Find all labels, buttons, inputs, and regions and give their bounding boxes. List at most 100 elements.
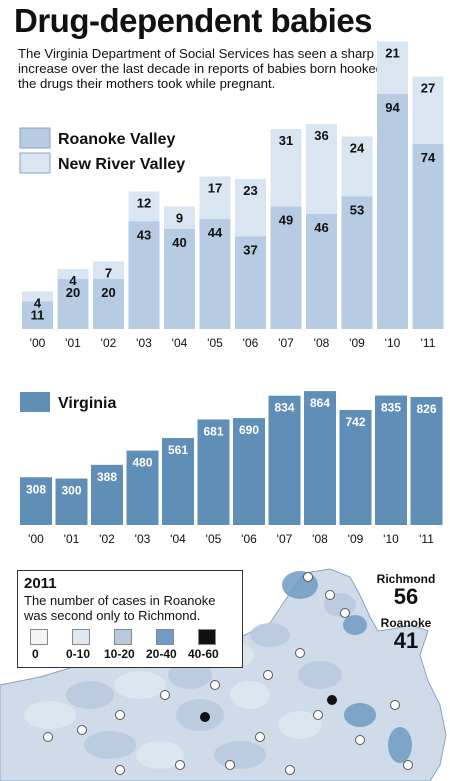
scale-label-4: 40-60 [188, 647, 219, 661]
bar-virginia-5 [197, 419, 230, 525]
bar-newriver-6 [235, 179, 266, 237]
xtick-chart2-7: '07 [277, 532, 293, 546]
bar-virginia-6 [233, 418, 265, 525]
bar-roanoke-1 [57, 279, 89, 329]
label-virginia-2: 388 [97, 470, 117, 484]
xtick-chart1-6: '06 [243, 336, 259, 350]
county-patch-6 [114, 671, 166, 699]
xtick-chart1-0: '00 [30, 336, 46, 350]
label-newriver-4: 9 [176, 211, 183, 226]
roanoke-label: Roanoke [380, 616, 432, 630]
label-virginia-6: 690 [239, 423, 259, 437]
xtick-chart2-5: '05 [206, 532, 222, 546]
label-newriver-0: 4 [34, 296, 42, 311]
regional-stacked-bar-chart: 114'00204'01207'024312'03409'044417'0537… [19, 41, 444, 350]
county-patch-16 [136, 741, 184, 769]
xtick-chart1-4: '04 [172, 336, 188, 350]
bar-roanoke-3 [128, 221, 160, 329]
legend-label-virginia: Virginia [58, 395, 116, 412]
xtick-chart1-1: '01 [65, 336, 81, 350]
label-newriver-2: 7 [105, 266, 112, 281]
bar-roanoke-7 [270, 206, 302, 329]
bar-newriver-7 [270, 129, 302, 207]
county-patch-14 [278, 711, 322, 739]
label-virginia-11: 826 [416, 402, 436, 416]
bar-newriver-4 [164, 206, 195, 229]
xtick-chart1-3: '03 [136, 336, 152, 350]
scale-label-2: 10-20 [104, 647, 135, 661]
xtick-chart2-11: '11 [419, 532, 434, 546]
xtick-chart2-2: '02 [99, 532, 115, 546]
scale-swatch-4 [198, 629, 216, 645]
city-dot-16 [115, 765, 125, 775]
label-roanoke-8: 46 [314, 220, 328, 235]
map-note: The number of cases in Roanoke was secon… [24, 593, 216, 623]
city-dot-13 [390, 700, 400, 710]
label-newriver-8: 36 [314, 128, 328, 143]
bar-roanoke-11 [412, 144, 444, 329]
city-dot-4 [263, 670, 273, 680]
label-newriver-7: 31 [279, 133, 293, 148]
richmond-label: Richmond [376, 572, 436, 586]
xtick-chart2-9: '09 [348, 532, 364, 546]
bar-newriver-1 [57, 269, 89, 279]
legend-label-roanoke: Roanoke Valley [58, 131, 175, 148]
label-roanoke-7: 49 [279, 213, 293, 228]
bar-roanoke-0 [22, 301, 53, 329]
city-dot-8 [77, 725, 87, 735]
xtick-chart2-0: '00 [28, 532, 44, 546]
label-newriver-10: 21 [385, 46, 399, 61]
label-roanoke-11: 74 [421, 150, 436, 165]
bar-roanoke-4 [164, 229, 195, 329]
bar-virginia-1 [55, 478, 88, 525]
legend-swatch-newriver [19, 152, 51, 174]
county-patch-11 [298, 661, 342, 689]
label-roanoke-2: 20 [101, 285, 115, 300]
bar-virginia-9 [339, 409, 372, 525]
city-dot-15 [175, 760, 185, 770]
richmond-callout: Richmond 56 [376, 572, 436, 608]
label-virginia-3: 480 [132, 456, 152, 470]
bar-newriver-9 [341, 136, 373, 197]
city-dot-9 [43, 732, 53, 742]
county-patch-7 [66, 681, 114, 709]
bar-roanoke-5 [199, 219, 231, 329]
roanoke-value: 41 [393, 628, 419, 653]
city-dot-6 [160, 690, 170, 700]
bar-newriver-0 [22, 291, 53, 302]
city-dot-18 [285, 765, 295, 775]
bar-roanoke-9 [341, 196, 373, 329]
label-virginia-7: 834 [274, 401, 294, 415]
map-year: 2011 [24, 575, 57, 592]
label-roanoke-10: 94 [385, 100, 400, 115]
xtick-chart1-9: '09 [349, 336, 365, 350]
bar-newriver-3 [128, 191, 160, 222]
bar-newriver-5 [199, 176, 231, 219]
bar-roanoke-6 [235, 236, 266, 329]
xtick-chart2-8: '08 [312, 532, 328, 546]
county-patch-5 [168, 661, 212, 689]
scale-label-3: 20-40 [146, 647, 177, 661]
bar-virginia-0 [20, 477, 52, 525]
xtick-chart1-11: '11 [421, 336, 436, 350]
xtick-chart2-1: '01 [64, 532, 80, 546]
scale-swatch-2 [114, 629, 132, 645]
intro-text: The Virginia Department of Social Servic… [18, 46, 402, 91]
city-dot-17 [225, 760, 235, 770]
bar-virginia-8 [304, 391, 336, 525]
city-dot-0 [303, 572, 313, 582]
label-virginia-8: 864 [310, 396, 330, 410]
richmond-value: 56 [393, 584, 419, 609]
map-legend-box: 2011 The number of cases in Roanoke was … [17, 570, 243, 668]
bar-newriver-10 [377, 41, 408, 94]
label-roanoke-9: 53 [350, 203, 364, 218]
label-roanoke-1: 20 [66, 285, 80, 300]
county-patch-9 [176, 699, 224, 731]
city-dot-1 [340, 608, 350, 618]
bar-roanoke-2 [93, 279, 124, 329]
bar-newriver-11 [412, 76, 444, 144]
bar-newriver-2 [93, 261, 124, 279]
bar-virginia-4 [162, 438, 194, 525]
label-roanoke-6: 37 [243, 243, 257, 258]
city-dot-2 [325, 590, 335, 600]
